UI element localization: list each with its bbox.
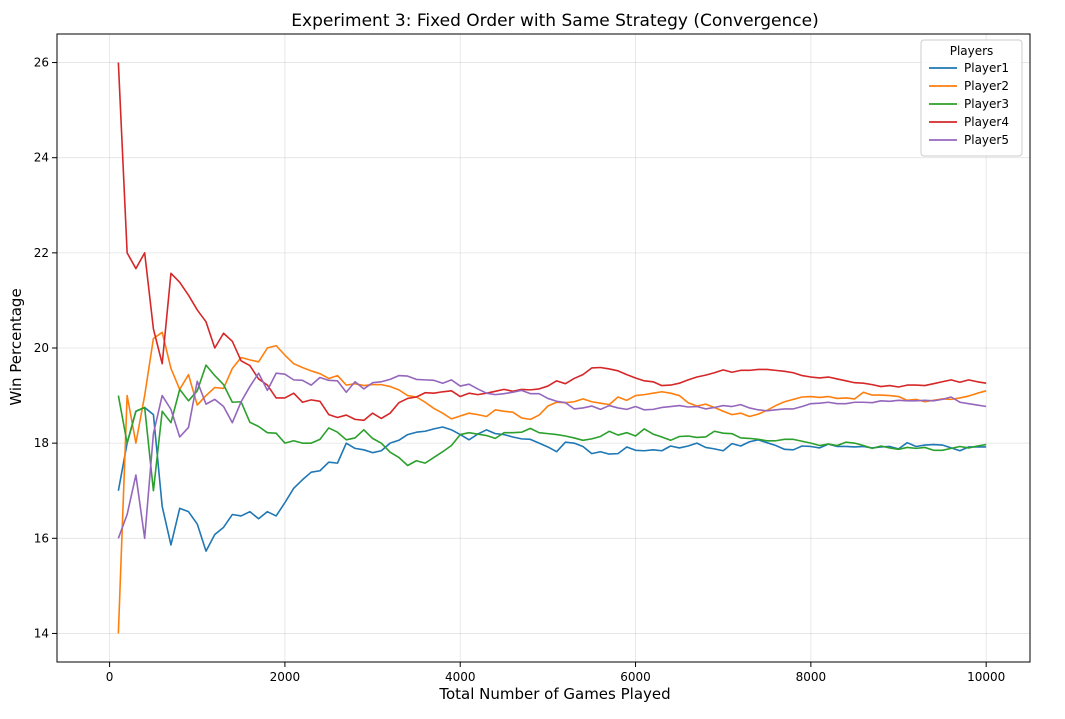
legend-label: Player1: [964, 61, 1009, 75]
series-line-player2: [117, 331, 987, 634]
series-line-player4: [117, 62, 987, 422]
legend-label: Player5: [964, 133, 1009, 147]
series-line-player5: [117, 372, 987, 540]
legend-title: Players: [950, 44, 994, 58]
chart-title: Experiment 3: Fixed Order with Same Stra…: [291, 11, 818, 31]
x-axis-ticks: 0 2000 4000 6000 8000 10000: [106, 662, 1005, 684]
y-tick-label: 16: [34, 531, 49, 545]
legend-item: Player2: [929, 79, 1009, 93]
x-tick-label: 4000: [445, 670, 476, 684]
legend-label: Player3: [964, 97, 1009, 111]
legend-items: Player1 Player2 Player3 Player4 Player5: [929, 61, 1009, 147]
y-axis-label: Win Percentage: [7, 288, 25, 405]
x-tick-label: 0: [106, 670, 114, 684]
y-tick-label: 14: [34, 626, 49, 640]
legend-box: [920, 39, 1023, 157]
legend: Players Player1Player2Player3Player4Play…: [920, 39, 1023, 157]
y-tick-label: 22: [34, 246, 49, 260]
x-axis-label: Total Number of Games Played: [438, 685, 670, 703]
y-tick-label: 18: [34, 436, 49, 450]
series-lines: [117, 62, 987, 634]
x-tick-label: 2000: [270, 670, 301, 684]
legend-item: Player5: [929, 133, 1009, 147]
x-tick-label: 8000: [796, 670, 827, 684]
y-axis-ticks: 14 16 18 20 22 24 26: [34, 56, 57, 640]
x-tick-label: 10000: [967, 670, 1005, 684]
series-line-player3: [117, 364, 987, 492]
y-tick-label: 24: [34, 151, 49, 165]
y-tick-label: 20: [34, 341, 49, 355]
grid-lines: [57, 34, 1030, 662]
y-tick-label: 26: [34, 56, 49, 70]
x-tick-label: 6000: [620, 670, 651, 684]
legend-label: Player2: [964, 79, 1009, 93]
legend-item: Player4: [929, 115, 1009, 129]
legend-item: Player1: [929, 61, 1009, 75]
series-line-player1: [117, 406, 987, 552]
legend-item: Player3: [929, 97, 1009, 111]
legend-label: Player4: [964, 115, 1009, 129]
